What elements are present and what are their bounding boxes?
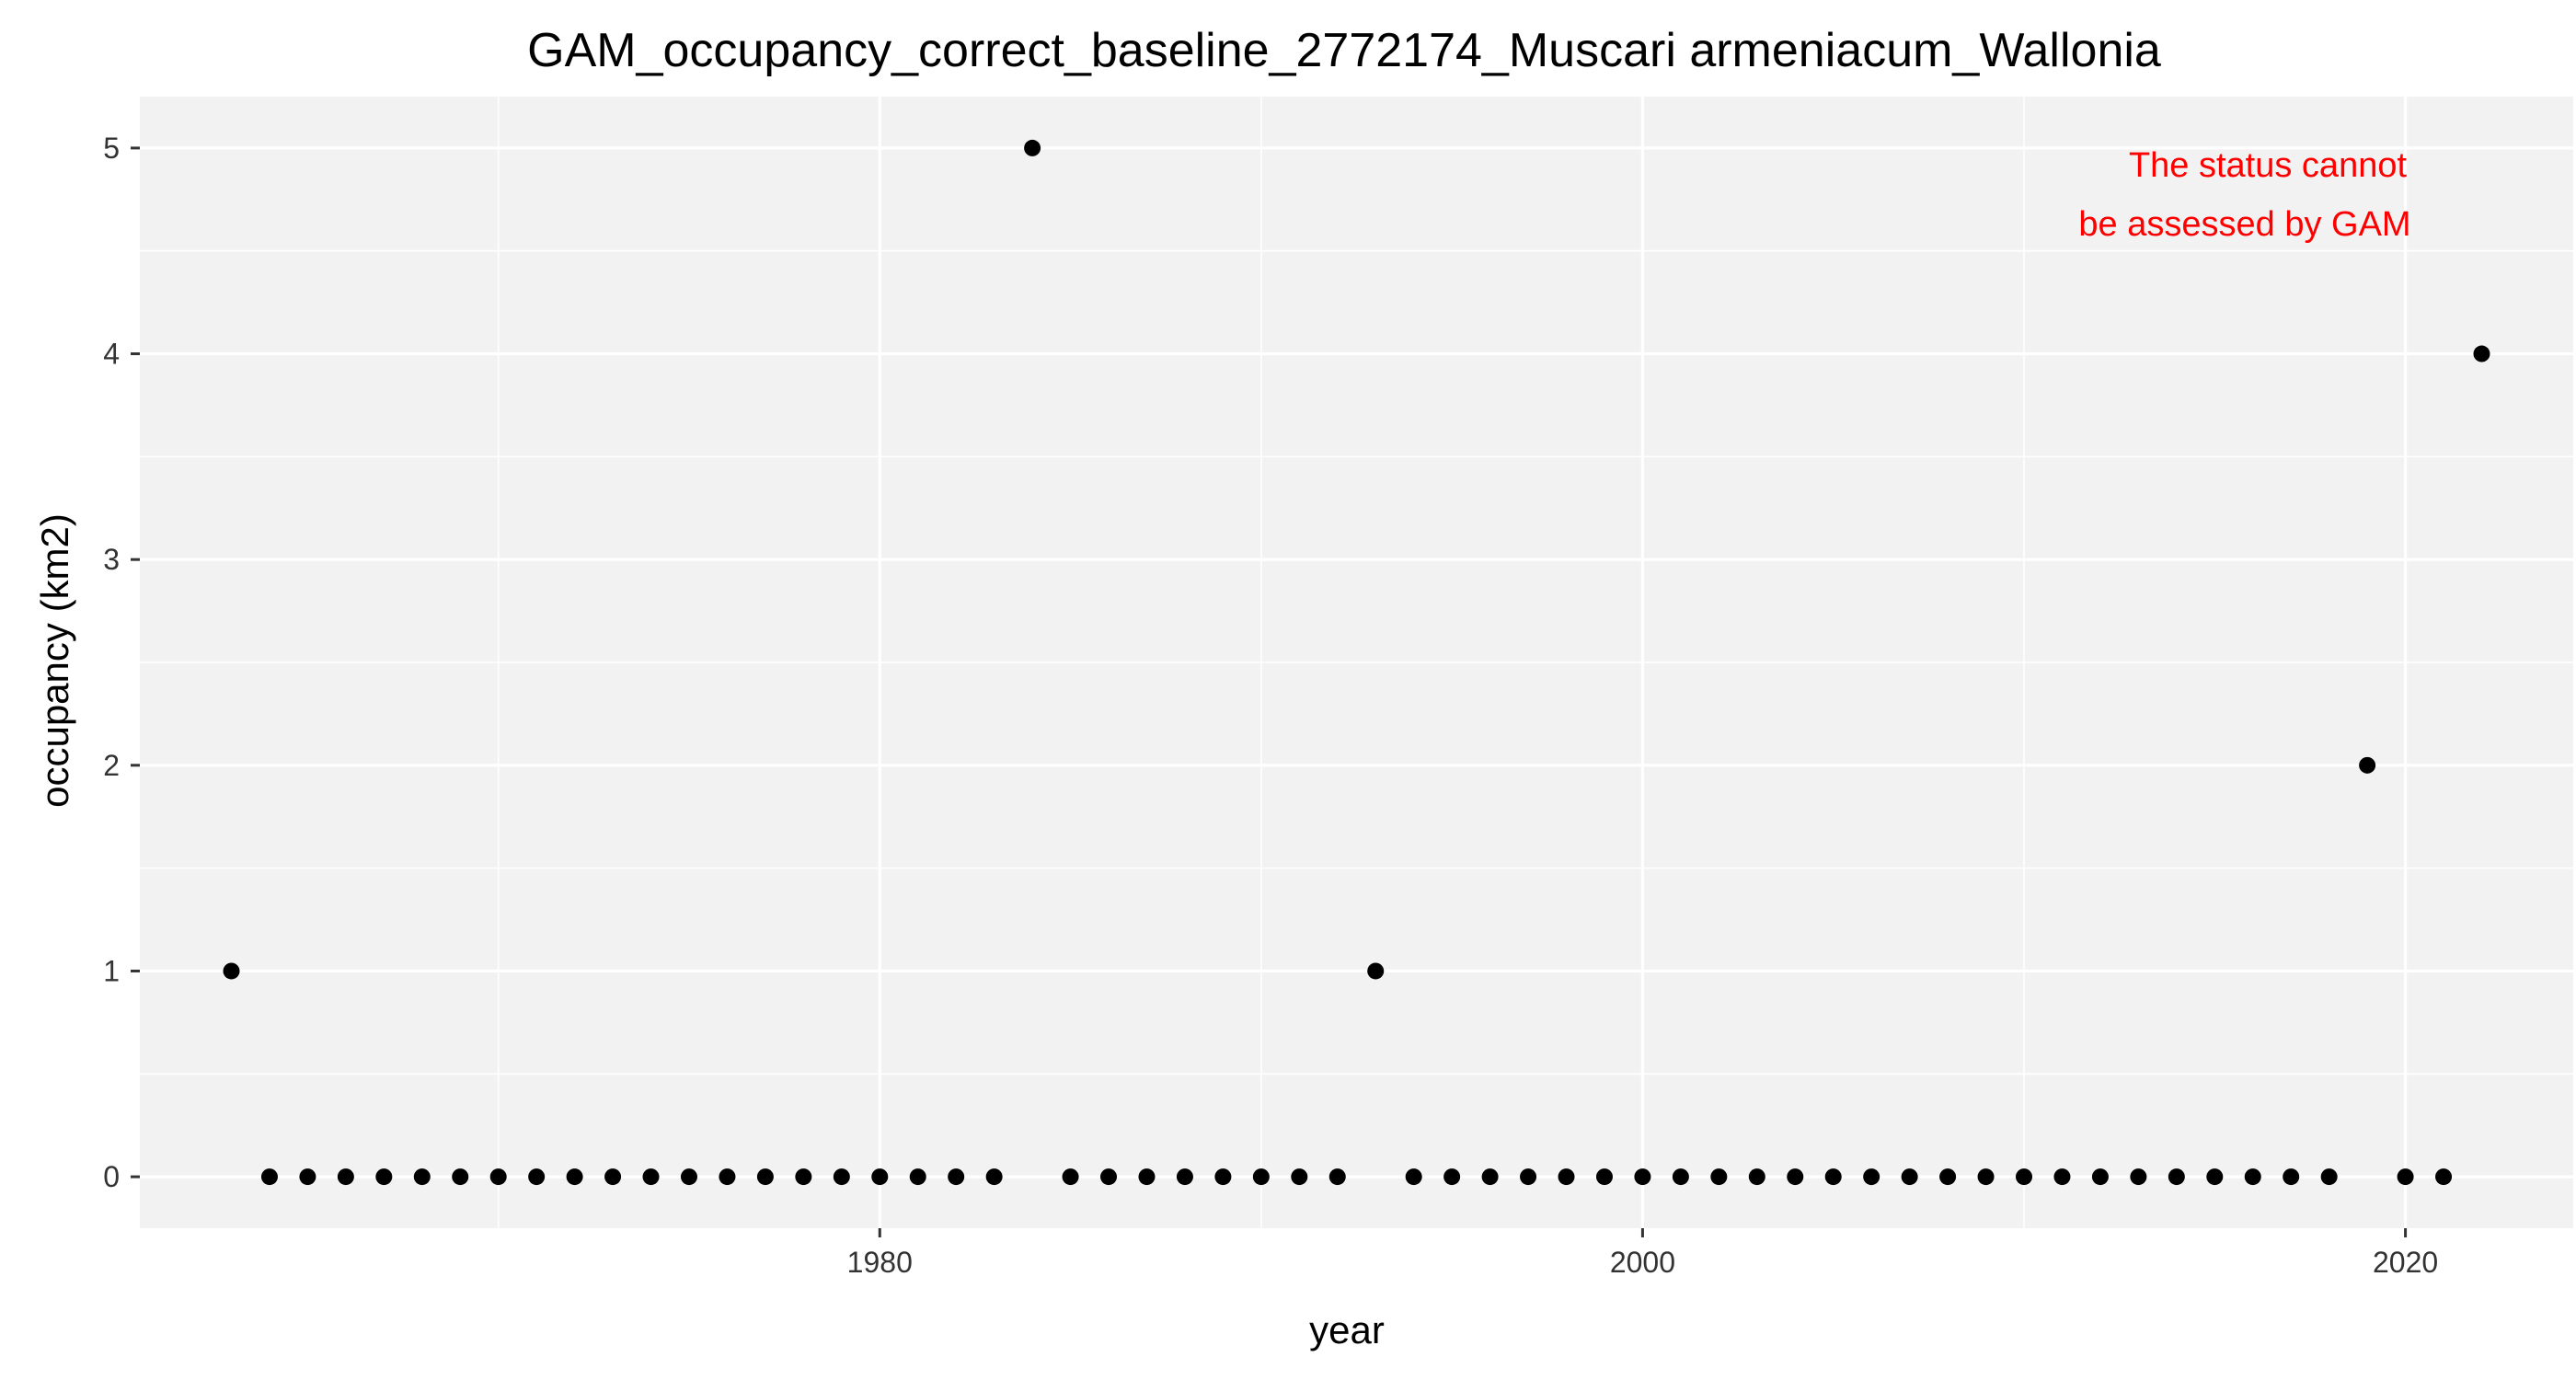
data-point: [1214, 1168, 1232, 1186]
x-tick-label: 2020: [2373, 1246, 2438, 1279]
data-point: [1367, 962, 1385, 980]
data-point: [948, 1168, 965, 1186]
data-point: [1748, 1168, 1765, 1186]
data-point: [871, 1168, 889, 1186]
annotation-line-2: be assessed by GAM: [2078, 205, 2410, 244]
data-point: [909, 1168, 926, 1186]
data-point: [2473, 345, 2490, 362]
y-tick-label: 4: [103, 338, 120, 371]
chart-title: GAM_occupancy_correct_baseline_2772174_M…: [527, 24, 2161, 77]
data-point: [1558, 1168, 1575, 1186]
data-point: [1138, 1168, 1156, 1186]
data-point: [489, 1168, 507, 1186]
data-point: [1672, 1168, 1689, 1186]
x-axis-title: year: [1309, 1308, 1385, 1351]
data-points: [223, 139, 2490, 1186]
data-point: [833, 1168, 850, 1186]
data-point: [2053, 1168, 2071, 1186]
data-point: [1443, 1168, 1461, 1186]
y-tick-label: 0: [103, 1160, 120, 1193]
data-point: [452, 1168, 469, 1186]
data-point: [985, 1168, 1003, 1186]
data-point: [642, 1168, 660, 1186]
data-point: [2283, 1168, 2300, 1186]
data-point: [1634, 1168, 1651, 1186]
data-point: [1291, 1168, 1308, 1186]
data-point: [2016, 1168, 2033, 1186]
data-point: [1863, 1168, 1880, 1186]
data-point: [1787, 1168, 1804, 1186]
data-point: [260, 1168, 278, 1186]
grid-lines: [140, 97, 2573, 1228]
data-point: [1901, 1168, 1918, 1186]
data-point: [566, 1168, 583, 1186]
y-axis-title: occupancy (km2): [33, 513, 76, 808]
data-point: [1062, 1168, 1079, 1186]
data-point: [2091, 1168, 2109, 1186]
data-point: [1252, 1168, 1270, 1186]
data-point: [1481, 1168, 1499, 1186]
data-point: [299, 1168, 316, 1186]
y-tick-label: 5: [103, 132, 120, 165]
data-point: [2130, 1168, 2147, 1186]
data-point: [604, 1168, 622, 1186]
data-point: [1328, 1168, 1346, 1186]
data-point: [413, 1168, 431, 1186]
data-point: [756, 1168, 774, 1186]
data-point: [2206, 1168, 2224, 1186]
data-point: [1710, 1168, 1728, 1186]
data-point: [375, 1168, 393, 1186]
data-point: [2397, 1168, 2414, 1186]
status-annotation: The status cannot be assessed by GAM: [2078, 146, 2410, 244]
data-point: [1405, 1168, 1422, 1186]
data-point: [2320, 1168, 2338, 1186]
data-point: [2435, 1168, 2453, 1186]
data-point: [719, 1168, 736, 1186]
annotation-line-1: The status cannot: [2129, 146, 2408, 185]
y-tick-label: 2: [103, 749, 120, 782]
data-point: [1824, 1168, 1842, 1186]
data-point: [1520, 1168, 1537, 1186]
data-point: [223, 962, 240, 980]
data-point: [680, 1168, 697, 1186]
axis-ticks: 1980 2000 2020 0 1 2 3 4 5: [103, 132, 2438, 1279]
data-point: [337, 1168, 354, 1186]
data-point: [2168, 1168, 2185, 1186]
data-point: [2359, 756, 2376, 774]
x-tick-label: 1980: [847, 1246, 913, 1279]
data-point: [795, 1168, 812, 1186]
data-point: [1977, 1168, 1995, 1186]
data-point: [528, 1168, 546, 1186]
data-point: [1939, 1168, 1957, 1186]
y-tick-label: 1: [103, 954, 120, 987]
x-tick-label: 2000: [1610, 1246, 1675, 1279]
data-point: [1595, 1168, 1613, 1186]
data-point: [2244, 1168, 2261, 1186]
y-tick-label: 3: [103, 543, 120, 576]
data-point: [1100, 1168, 1118, 1186]
data-point: [1176, 1168, 1193, 1186]
data-point: [1024, 139, 1041, 156]
